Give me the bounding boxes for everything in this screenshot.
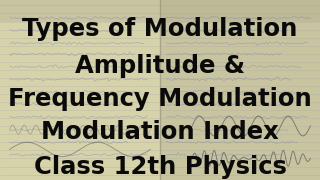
Bar	[0, 0, 160, 180]
Bar	[160, 0, 320, 22]
Text: Types of Modulation: Types of Modulation	[22, 17, 298, 41]
Text: Frequency Modulation: Frequency Modulation	[8, 87, 312, 111]
Text: Amplitude &: Amplitude &	[75, 54, 245, 78]
Bar	[160, 0, 320, 180]
Bar	[0, 0, 160, 22]
Text: Modulation Index: Modulation Index	[41, 120, 279, 144]
Text: Class 12th Physics: Class 12th Physics	[34, 155, 286, 179]
